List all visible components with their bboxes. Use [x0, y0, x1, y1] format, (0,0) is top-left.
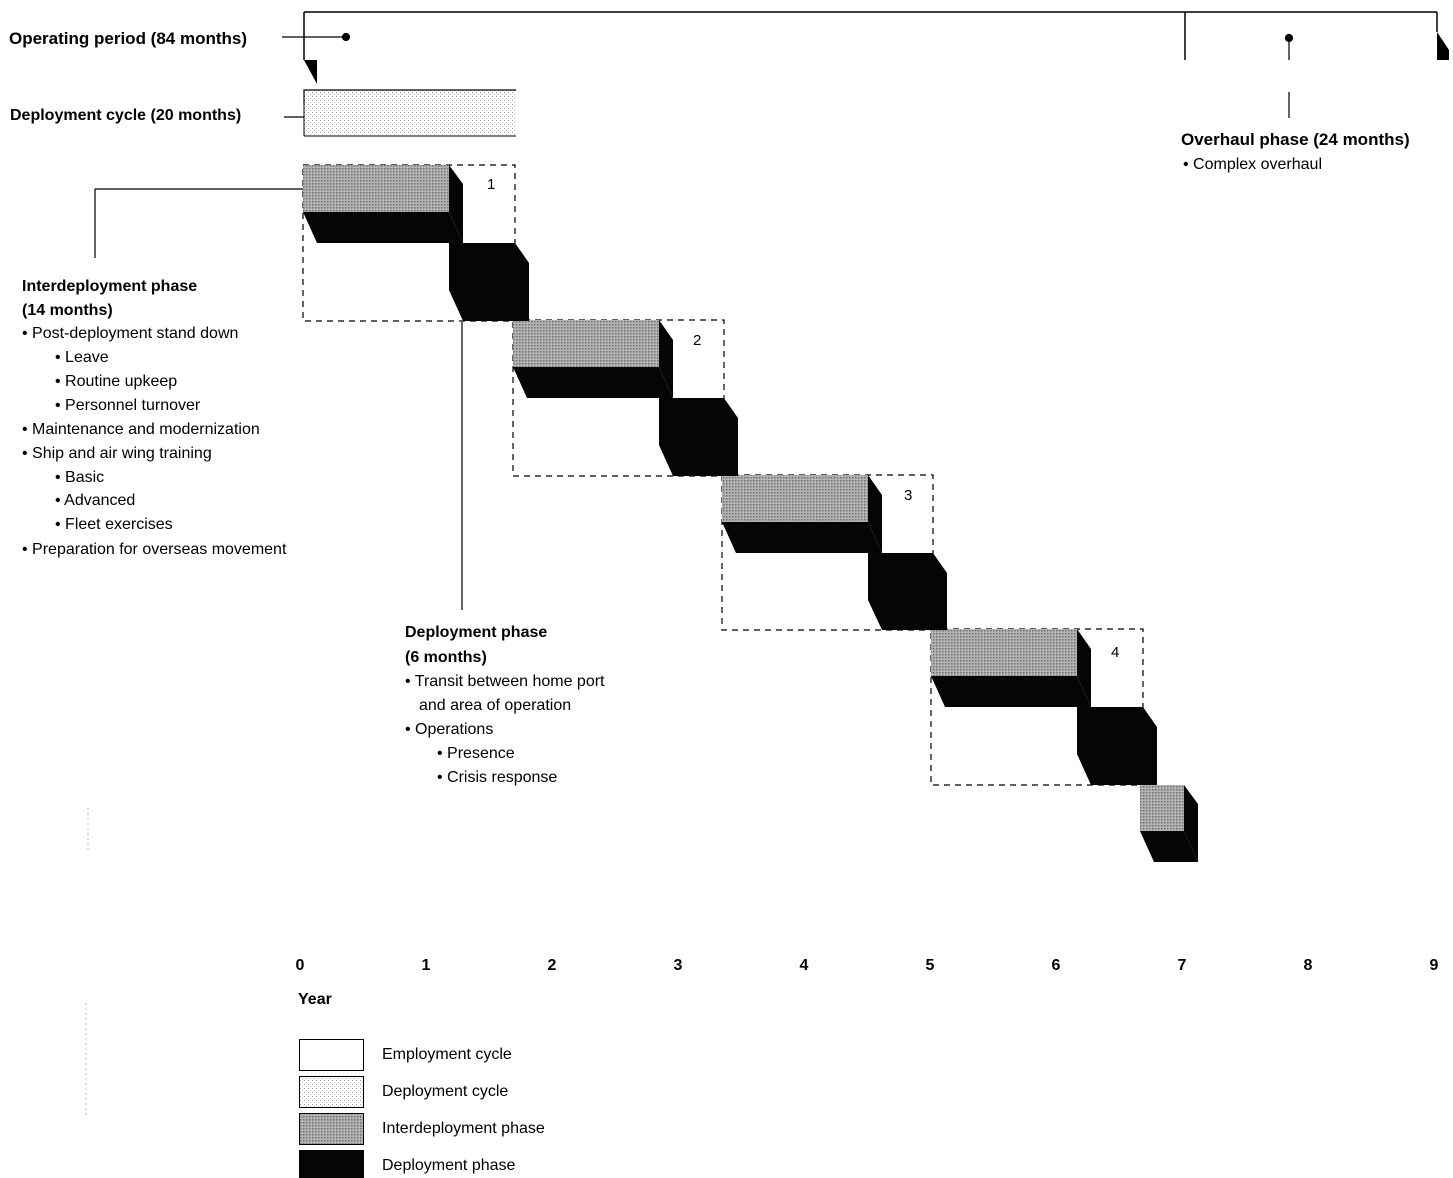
interdeployment-item: • Ship and air wing training: [22, 445, 212, 462]
axis-tick: 3: [673, 957, 683, 974]
interdeployment-item: • Advanced: [55, 492, 136, 509]
interdeployment-duration: (14 months): [22, 302, 113, 319]
axis-tick: 4: [799, 957, 809, 974]
interdeployment-blocks: [303, 165, 1198, 862]
axis-tick: 7: [1177, 957, 1187, 974]
legend-deployment-cycle: Deployment cycle: [382, 1083, 509, 1100]
interdeployment-item: • Leave: [55, 349, 109, 366]
overhaul-phase-item: • Complex overhaul: [1183, 156, 1322, 173]
deployment-title: Deployment phase: [405, 624, 548, 641]
cycle-number: 4: [1111, 644, 1120, 661]
axis-tick: 6: [1051, 957, 1061, 974]
deployment-cycle-bar: [303, 89, 516, 137]
deployment-blocks: [449, 243, 1157, 785]
axis-tick: 2: [547, 957, 557, 974]
deployment-duration: (6 months): [405, 649, 487, 666]
deployment-item: • Presence: [437, 745, 515, 762]
overhaul-phase-title: Overhaul phase (24 months): [1181, 130, 1410, 149]
interdeployment-item: • Personnel turnover: [55, 397, 201, 414]
operating-period-label: Operating period (84 months): [9, 29, 248, 48]
cycle-number: 2: [693, 332, 702, 349]
axis-tick: 5: [925, 957, 935, 974]
cycle-number: 1: [487, 176, 496, 193]
interdeployment-title: Interdeployment phase: [22, 278, 198, 295]
operating-period-bracket: [303, 11, 1449, 84]
cycle-number: 3: [904, 487, 913, 504]
legend-interdeployment-phase: Interdeployment phase: [382, 1120, 545, 1137]
axis-label: Year: [298, 991, 332, 1008]
deployment-item: • Transit between home port: [405, 673, 605, 690]
axis-tick: 1: [421, 957, 431, 974]
interdeployment-item: • Fleet exercises: [55, 516, 173, 533]
axis-tick: 0: [295, 957, 305, 974]
interdeployment-item: • Basic: [55, 469, 105, 486]
deployment-item: and area of operation: [419, 697, 572, 714]
legend-swatches: [299, 1039, 364, 1178]
interdeployment-item: • Preparation for overseas movement: [22, 541, 287, 558]
deployment-item: • Crisis response: [437, 769, 558, 786]
margin-marks: [85, 808, 89, 1117]
legend-employment-cycle: Employment cycle: [382, 1046, 512, 1063]
deployment-item: • Operations: [405, 721, 494, 738]
deployment-cycle-label: Deployment cycle (20 months): [10, 107, 242, 124]
interdeployment-item: • Maintenance and modernization: [22, 421, 260, 438]
legend-deployment-phase: Deployment phase: [382, 1157, 516, 1174]
axis-tick: 9: [1429, 957, 1439, 974]
leader-lines: [94, 32, 1294, 610]
interdeployment-item: • Post-deployment stand down: [22, 325, 239, 342]
axis-tick: 8: [1303, 957, 1313, 974]
interdeployment-item: • Routine upkeep: [55, 373, 178, 390]
